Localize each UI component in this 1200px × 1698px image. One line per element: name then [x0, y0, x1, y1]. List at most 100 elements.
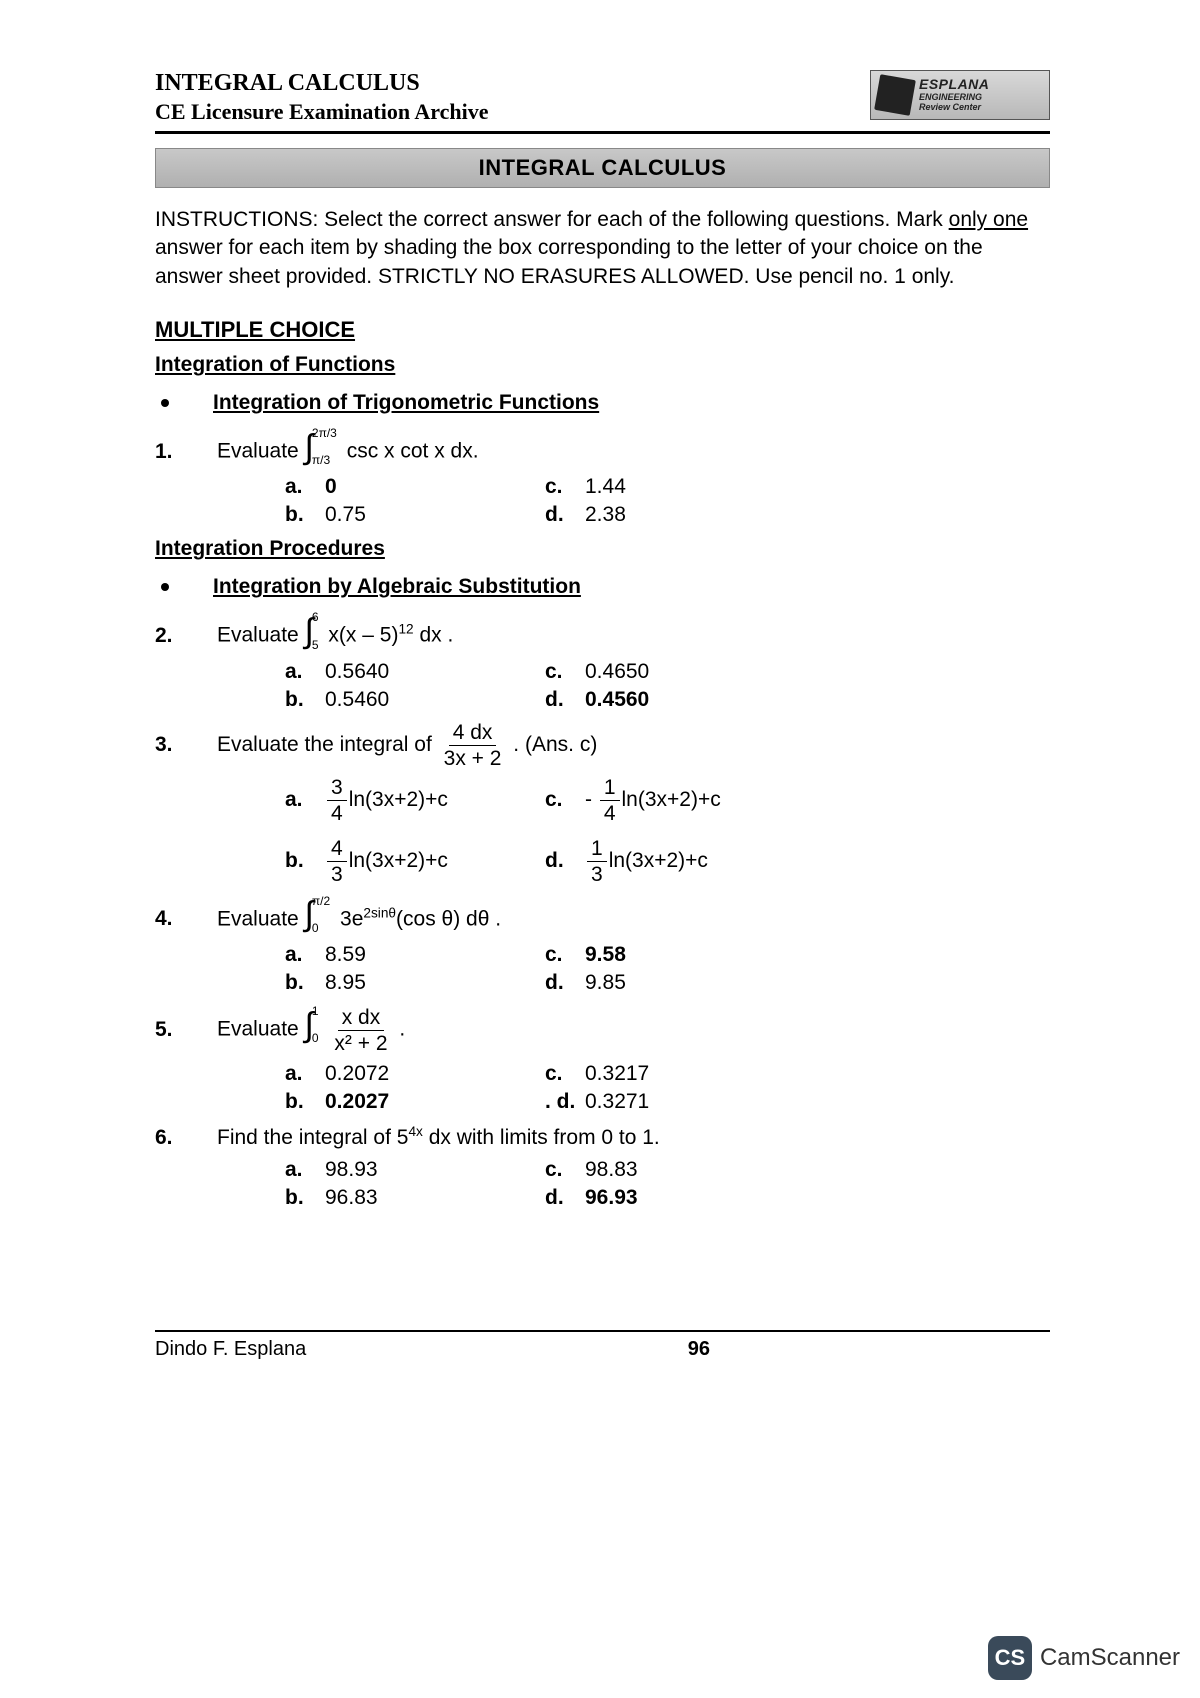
- q2-prefix: Evaluate: [217, 624, 305, 647]
- q3-c-lab: c.: [545, 788, 585, 812]
- title-block: INTEGRAL CALCULUS CE Licensure Examinati…: [155, 70, 488, 125]
- q3-suffix: . (Ans. c): [513, 733, 597, 756]
- integral-icon: ∫: [305, 1006, 314, 1045]
- logo: ESPLANA ENGINEERING Review Center: [870, 70, 1050, 120]
- q4-integral: ∫ π/2 0: [305, 895, 335, 935]
- question-6: 6. Find the integral of 54x dx with limi…: [155, 1124, 1050, 1150]
- question-4: 4. Evaluate ∫ π/2 0 3e2sinθ(cos θ) dθ .: [155, 895, 1050, 935]
- q5-frac: x dx x² + 2: [330, 1007, 391, 1054]
- integral-icon: ∫: [305, 428, 314, 467]
- q1-c: 1.44: [585, 475, 805, 499]
- q1-num: 1.: [155, 440, 217, 464]
- q5-b-lab: b.: [285, 1090, 325, 1114]
- heading-integration-trig: Integration of Trigonometric Functions: [213, 391, 599, 415]
- logo-brand: ESPLANA: [919, 77, 989, 92]
- q5-integral: ∫ 1 0: [305, 1005, 323, 1045]
- q2-b: 0.5460: [325, 688, 545, 712]
- q3-b-num: 4: [327, 838, 347, 862]
- q3-d-rest: ln(3x+2)+c: [609, 849, 708, 872]
- q3-choices: a. 34ln(3x+2)+c c. ‑ 14ln(3x+2)+c b. 43l…: [285, 777, 1050, 885]
- q4-c: 9.58: [585, 943, 805, 967]
- q5-frac-num: x dx: [338, 1007, 385, 1031]
- q3-d-num: 1: [587, 838, 607, 862]
- header: INTEGRAL CALCULUS CE Licensure Examinati…: [155, 70, 1050, 125]
- q2-a-lab: a.: [285, 660, 325, 684]
- q1-lower: π/3: [312, 454, 337, 467]
- q6-c: 98.83: [585, 1158, 805, 1182]
- q6-post: dx with limits from 0 to 1.: [423, 1126, 660, 1149]
- q3-frac-den: 3x + 2: [440, 746, 506, 769]
- q5-frac-den: x² + 2: [330, 1031, 391, 1054]
- q2-integrand-post: dx .: [414, 624, 454, 647]
- bullet-icon: [161, 399, 169, 407]
- q1-d-lab: d.: [545, 503, 585, 527]
- question-3: 3. Evaluate the integral of 4 dx 3x + 2 …: [155, 722, 1050, 769]
- q3-a-den: 4: [327, 801, 347, 824]
- q4-exp: 2sinθ: [363, 905, 396, 920]
- q3-a: 34ln(3x+2)+c: [325, 777, 545, 824]
- q4-text: Evaluate ∫ π/2 0 3e2sinθ(cos θ) dθ .: [217, 895, 1050, 935]
- q4-upper: π/2: [312, 895, 330, 908]
- q3-c-rest: ln(3x+2)+c: [622, 788, 721, 811]
- instructions: INSTRUCTIONS: Select the correct answer …: [155, 206, 1050, 291]
- q1-prefix: Evaluate: [217, 440, 305, 463]
- q6-d: 96.93: [585, 1186, 805, 1210]
- q5-prefix: Evaluate: [217, 1018, 305, 1041]
- q3-b-den: 3: [327, 862, 347, 885]
- integral-icon: ∫: [305, 895, 314, 934]
- q4-limits: π/2 0: [312, 895, 330, 935]
- sub-title: CE Licensure Examination Archive: [155, 99, 488, 125]
- q2-d: 0.4560: [585, 688, 805, 712]
- q4-choices: a.8.59 c.9.58 b.8.95 d.9.85: [285, 943, 1050, 995]
- q6-exp: 4x: [408, 1124, 422, 1139]
- q4-b-lab: b.: [285, 971, 325, 995]
- q5-a: 0.2072: [325, 1062, 545, 1086]
- q3-c-den: 4: [600, 801, 620, 824]
- footer-author: Dindo F. Esplana: [155, 1338, 306, 1361]
- q3-text: Evaluate the integral of 4 dx 3x + 2 . (…: [217, 722, 1050, 769]
- q3-c: ‑ 14ln(3x+2)+c: [585, 777, 805, 824]
- watermark: CS CamScanner: [988, 1636, 1180, 1680]
- q2-num: 2.: [155, 624, 217, 648]
- q4-a: 8.59: [325, 943, 545, 967]
- q4-lower: 0: [312, 922, 330, 935]
- q2-d-lab: d.: [545, 688, 585, 712]
- main-title: INTEGRAL CALCULUS: [155, 70, 488, 97]
- q1-c-lab: c.: [545, 475, 585, 499]
- q2-text: Evaluate ∫ 6 5 x(x – 5)12 dx .: [217, 611, 1050, 651]
- question-5: 5. Evaluate ∫ 1 0 x dx x² + 2 .: [155, 1005, 1050, 1054]
- q6-c-lab: c.: [545, 1158, 585, 1182]
- q1-integral: ∫ 2π/3 π/3: [305, 427, 341, 467]
- q1-choices: a.0 c.1.44 b.0.75 d.2.38: [285, 475, 1050, 527]
- q3-a-lab: a.: [285, 788, 325, 812]
- logo-cube-icon: [874, 74, 916, 116]
- q1-a-lab: a.: [285, 475, 325, 499]
- q6-a: 98.93: [325, 1158, 545, 1182]
- q3-a-rest: ln(3x+2)+c: [349, 788, 448, 811]
- page-content: INTEGRAL CALCULUS CE Licensure Examinati…: [0, 0, 1200, 1401]
- q1-d: 2.38: [585, 503, 805, 527]
- integral-icon: ∫: [305, 612, 314, 651]
- q4-post: (cos θ) dθ .: [396, 907, 501, 930]
- q6-num: 6.: [155, 1126, 217, 1150]
- question-2: 2. Evaluate ∫ 6 5 x(x – 5)12 dx .: [155, 611, 1050, 651]
- section-banner: INTEGRAL CALCULUS: [155, 148, 1050, 188]
- q3-num: 3.: [155, 733, 217, 757]
- q5-c-lab: c.: [545, 1062, 585, 1086]
- q5-choices: a.0.2072 c.0.3217 b.0.2027 . d.0.3271: [285, 1062, 1050, 1114]
- instr-prefix: INSTRUCTIONS: Select the correct answer …: [155, 208, 949, 231]
- q2-b-lab: b.: [285, 688, 325, 712]
- footer-page: 96: [688, 1338, 710, 1361]
- q2-exp: 12: [398, 622, 413, 637]
- q4-d: 9.85: [585, 971, 805, 995]
- q1-upper: 2π/3: [312, 427, 337, 440]
- q4-num: 4.: [155, 907, 217, 931]
- q2-c-lab: c.: [545, 660, 585, 684]
- bullet-icon: [161, 583, 169, 591]
- q3-b-rest: ln(3x+2)+c: [349, 849, 448, 872]
- q1-limits: 2π/3 π/3: [312, 427, 337, 467]
- footer: Dindo F. Esplana 96: [155, 1332, 1050, 1361]
- q3-frac-num: 4 dx: [449, 722, 497, 746]
- watermark-text: CamScanner: [1040, 1644, 1180, 1672]
- logo-text: ESPLANA ENGINEERING Review Center: [919, 77, 989, 112]
